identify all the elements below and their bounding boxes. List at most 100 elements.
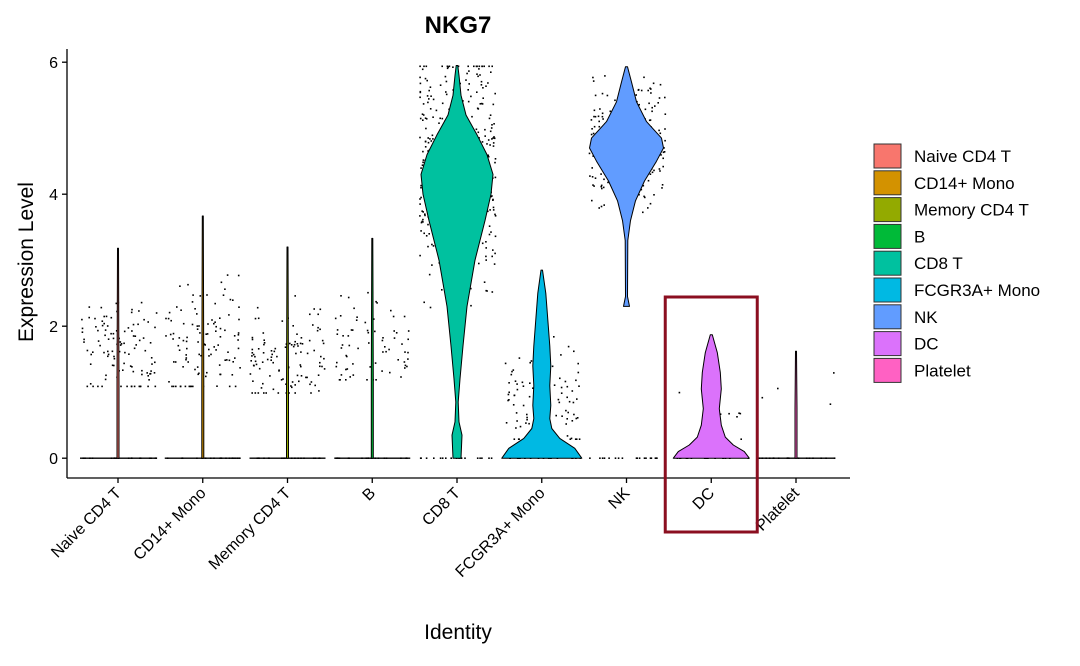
jitter-point: [425, 457, 428, 459]
jitter-point: [445, 93, 448, 96]
jitter-point: [592, 132, 595, 135]
jitter-point: [602, 186, 605, 189]
jitter-point: [481, 457, 483, 459]
jitter-point: [420, 186, 422, 189]
jitter-point: [252, 353, 255, 356]
jitter-point: [198, 372, 200, 375]
jitter-point: [323, 368, 326, 370]
jitter-point: [643, 195, 645, 198]
jitter-point: [89, 383, 92, 385]
jitter-point: [252, 380, 254, 382]
jitter-point: [637, 89, 640, 91]
jitter-point: [251, 348, 254, 351]
jitter-point: [419, 82, 422, 85]
jitter-point: [601, 187, 603, 190]
violin-nk: [589, 66, 664, 307]
jitter-point: [341, 344, 344, 346]
jitter-point: [237, 347, 240, 350]
jitter-point: [651, 106, 653, 109]
jitter-point: [564, 380, 567, 383]
jitter-point: [170, 319, 172, 322]
jitter-point: [185, 358, 187, 361]
jitter-point: [575, 417, 578, 420]
jitter-point: [488, 225, 491, 227]
jitter-point: [290, 344, 293, 346]
jitter-point: [485, 241, 487, 243]
jitter-point: [599, 108, 601, 110]
jitter-point: [184, 385, 187, 388]
jitter-point: [478, 262, 480, 265]
jitter-point: [232, 299, 234, 301]
jitter-point: [112, 337, 115, 340]
jitter-point: [568, 400, 571, 403]
jitter-point: [335, 365, 338, 368]
jitter-point: [419, 76, 421, 79]
jitter-point: [530, 360, 533, 362]
jitter-point: [614, 457, 617, 459]
jitter-point: [650, 457, 653, 459]
jitter-point: [369, 366, 371, 368]
jitter-point: [420, 167, 422, 169]
jitter-point: [594, 94, 597, 97]
jitter-point: [231, 374, 234, 376]
jitter-point: [199, 332, 201, 334]
jitter-point: [105, 374, 107, 377]
jitter-point: [431, 243, 433, 246]
jitter-point: [492, 198, 494, 201]
jitter-point: [192, 385, 194, 388]
jitter-point: [393, 337, 396, 339]
jitter-point: [282, 378, 284, 380]
jitter-point: [179, 285, 181, 287]
jitter-point: [296, 343, 299, 345]
jitter-point: [492, 209, 495, 211]
jitter-point: [494, 235, 497, 238]
jitter-point: [425, 235, 428, 237]
jitter-point: [419, 96, 421, 99]
jitter-point: [590, 133, 593, 136]
jitter-point: [522, 404, 525, 407]
jitter-point: [237, 332, 240, 334]
jitter-point: [147, 375, 149, 377]
jitter-point: [470, 95, 472, 98]
jitter-point: [421, 210, 423, 212]
y-tick-label: 6: [49, 55, 58, 72]
jitter-point: [353, 307, 355, 310]
jitter-point: [131, 330, 133, 332]
jitter-point: [481, 103, 484, 105]
jitter-point: [154, 361, 156, 364]
legend-label: NK: [914, 308, 938, 327]
jitter-point: [432, 98, 435, 101]
jitter-point: [347, 296, 350, 299]
jitter-point: [172, 385, 175, 388]
jitter-point: [207, 323, 209, 325]
jitter-point: [427, 137, 429, 139]
jitter-point: [553, 336, 555, 338]
jitter-point: [206, 371, 208, 374]
jitter-point: [312, 324, 314, 326]
jitter-point: [592, 76, 594, 79]
jitter-point: [647, 179, 650, 182]
jitter-point: [119, 341, 122, 343]
legend-swatch: [873, 357, 902, 383]
jitter-point: [123, 342, 125, 345]
jitter-point: [574, 438, 577, 440]
jitter-point: [519, 425, 522, 428]
jitter-point: [445, 91, 447, 93]
jitter-point: [600, 184, 603, 187]
jitter-point: [232, 361, 234, 363]
jitter-point: [137, 323, 139, 326]
jitter-point: [424, 117, 427, 119]
jitter-point: [198, 353, 200, 356]
jitter-point: [441, 102, 444, 105]
jitter-point: [277, 392, 280, 394]
jitter-point: [103, 315, 105, 318]
jitter-point: [578, 438, 581, 440]
jitter-point: [777, 387, 779, 390]
jitter-point: [115, 302, 118, 305]
jitter-point: [678, 391, 681, 394]
x-tick-label: CD14+ Mono: [131, 485, 210, 564]
jitter-point: [113, 357, 116, 360]
jitter-point: [532, 387, 534, 389]
jitter-point: [419, 254, 421, 257]
